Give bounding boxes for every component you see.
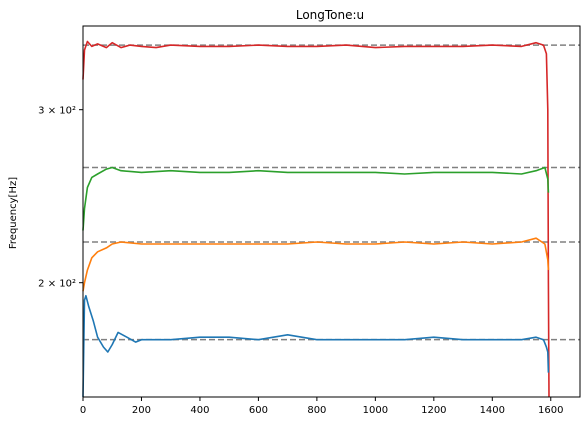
series-line [82, 237, 550, 292]
x-tick-label: 0 [80, 405, 86, 416]
y-tick-label: 3 × 10² [38, 106, 76, 117]
series-line [82, 40, 550, 398]
series-line [82, 294, 550, 398]
x-tick-label: 800 [307, 405, 326, 416]
x-tick-label: 400 [190, 405, 209, 416]
chart-title: LongTone:u [296, 8, 364, 22]
x-tick-label: 600 [249, 405, 268, 416]
x-tick-label: 1600 [538, 405, 563, 416]
x-axis-ticks: 0 200 400 600 800 1000 1200 1400 1600 [80, 397, 563, 416]
x-tick-label: 1400 [480, 405, 505, 416]
y-axis-ticks: 3 × 10² 2 × 10² [38, 106, 83, 290]
x-tick-label: 1200 [421, 405, 446, 416]
x-tick-label: 200 [132, 405, 151, 416]
series-line [82, 166, 550, 231]
y-tick-label: 2 × 10² [38, 279, 76, 290]
plot-frame [82, 25, 581, 398]
x-tick-label: 1000 [363, 405, 388, 416]
y-axis-label: Frequency[Hz] [8, 177, 19, 249]
series-lines [82, 40, 550, 398]
